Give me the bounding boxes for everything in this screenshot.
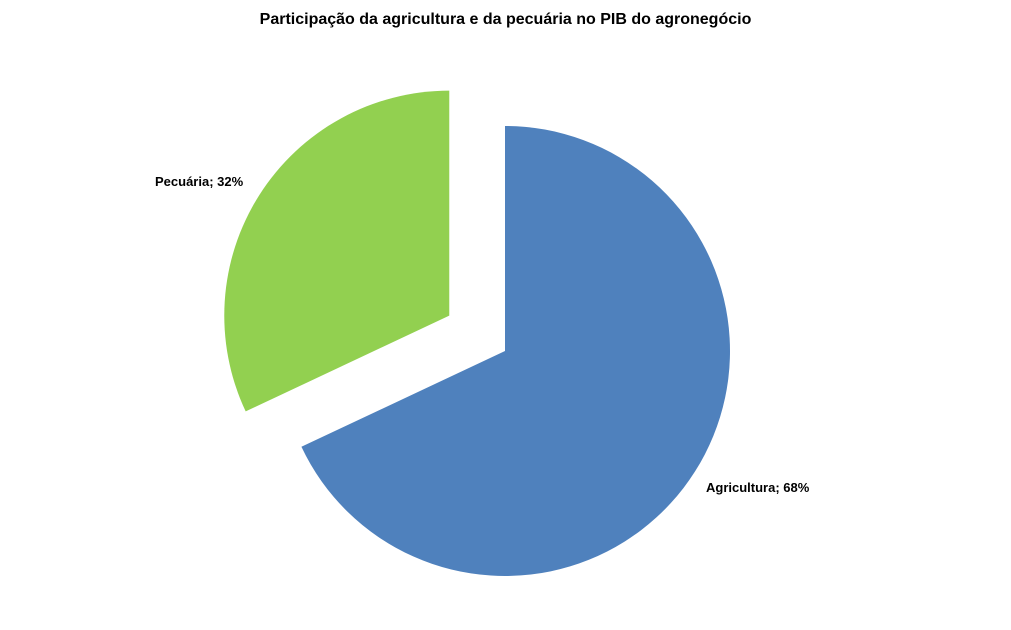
data-label-agricultura: Agricultura; 68% <box>706 480 810 495</box>
pie-slice-pecuaria <box>224 90 450 412</box>
pie-slice-agricultura <box>301 126 730 576</box>
chart-title: Participação da agricultura e da pecuári… <box>259 11 752 28</box>
data-label-pecuaria: Pecuária; 32% <box>155 174 244 189</box>
